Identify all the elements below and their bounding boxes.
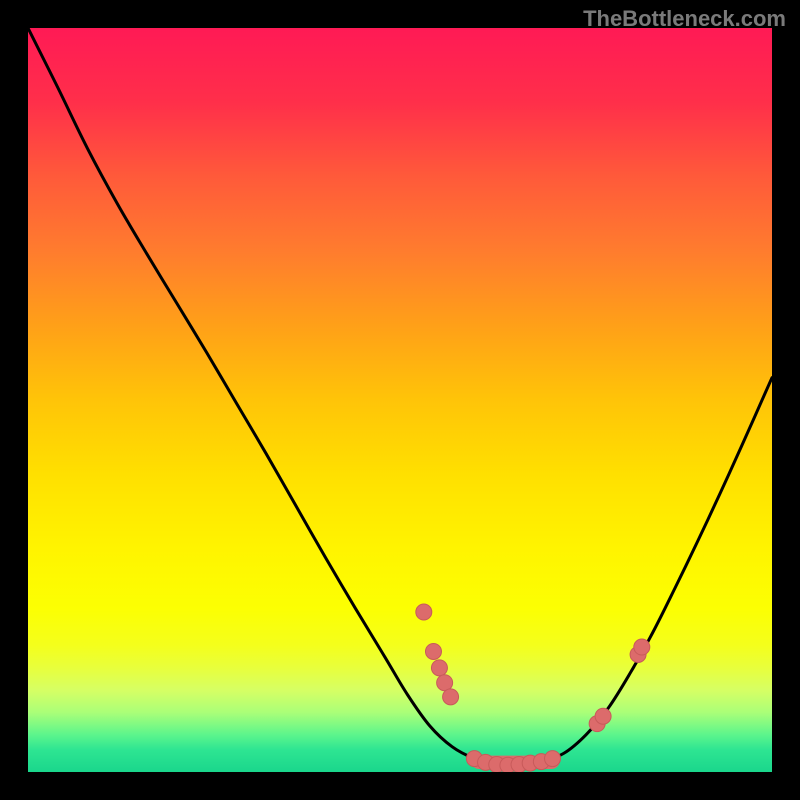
markers-layer [28,28,772,772]
marker-group [416,604,650,772]
marker-point [425,643,441,659]
marker-point [634,639,650,655]
marker-point [431,660,447,676]
marker-point [595,708,611,724]
attribution-label: TheBottleneck.com [583,6,786,32]
marker-point [443,689,459,705]
marker-point [545,751,561,767]
marker-point [416,604,432,620]
plot-area [28,28,772,772]
marker-point [437,675,453,691]
